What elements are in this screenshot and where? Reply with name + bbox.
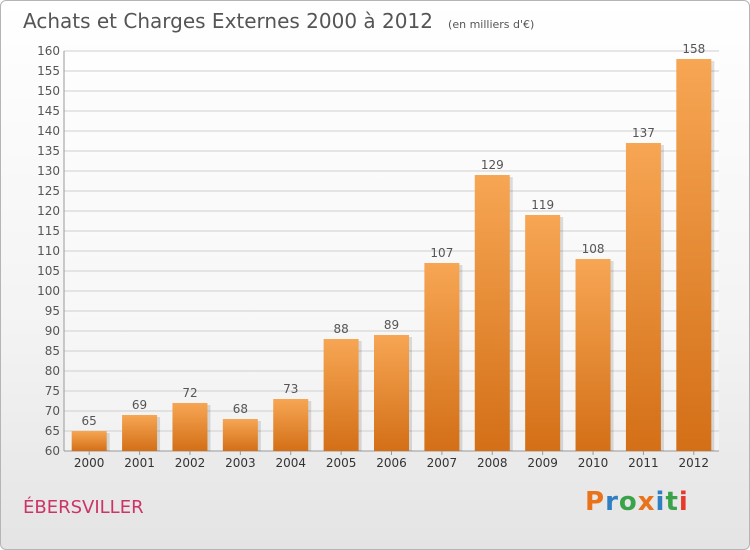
data-label: 72 bbox=[182, 386, 197, 400]
x-tick-label: 2005 bbox=[326, 456, 357, 470]
y-tick-label: 115 bbox=[37, 224, 60, 238]
y-tick-label: 85 bbox=[45, 344, 60, 358]
place-name: ÉBERSVILLER bbox=[23, 497, 144, 518]
y-tick-label: 130 bbox=[37, 164, 60, 178]
bar bbox=[424, 263, 460, 451]
y-tick-label: 60 bbox=[45, 444, 60, 458]
data-label: 108 bbox=[582, 242, 605, 256]
bar bbox=[172, 403, 208, 451]
bar bbox=[676, 59, 712, 451]
bar bbox=[575, 259, 611, 451]
data-label: 119 bbox=[531, 198, 554, 212]
data-label: 129 bbox=[481, 158, 504, 172]
x-tick-label: 2000 bbox=[74, 456, 105, 470]
y-tick-label: 145 bbox=[37, 104, 60, 118]
y-tick-label: 110 bbox=[37, 244, 60, 258]
bar bbox=[273, 399, 309, 451]
y-tick-label: 155 bbox=[37, 64, 60, 78]
data-label: 65 bbox=[82, 414, 97, 428]
y-tick-label: 65 bbox=[45, 424, 60, 438]
y-tick-label: 160 bbox=[37, 44, 60, 58]
data-label: 88 bbox=[333, 322, 348, 336]
x-tick-label: 2004 bbox=[275, 456, 306, 470]
data-label: 73 bbox=[283, 382, 298, 396]
x-tick-label: 2010 bbox=[578, 456, 609, 470]
x-tick-label: 2007 bbox=[427, 456, 458, 470]
bar bbox=[374, 335, 409, 451]
data-label: 69 bbox=[132, 398, 147, 412]
chart-title: Achats et Charges Externes 2000 à 2012 bbox=[23, 9, 433, 33]
y-tick-label: 135 bbox=[37, 144, 60, 158]
data-label: 68 bbox=[233, 402, 248, 416]
x-tick-label: 2012 bbox=[679, 456, 710, 470]
bar bbox=[525, 215, 561, 451]
y-tick-label: 90 bbox=[45, 324, 60, 338]
data-label: 89 bbox=[384, 318, 399, 332]
y-tick-label: 105 bbox=[37, 264, 60, 278]
title-row: Achats et Charges Externes 2000 à 2012 (… bbox=[23, 9, 534, 33]
x-tick-label: 2003 bbox=[225, 456, 256, 470]
bar bbox=[222, 419, 258, 451]
y-tick-label: 70 bbox=[45, 404, 60, 418]
y-tick-label: 80 bbox=[45, 364, 60, 378]
bar bbox=[625, 143, 661, 451]
y-tick-label: 100 bbox=[37, 284, 60, 298]
y-tick-label: 125 bbox=[37, 184, 60, 198]
proxiti-logo: Proxiti bbox=[585, 487, 689, 517]
y-tick-label: 95 bbox=[45, 304, 60, 318]
data-label: 107 bbox=[430, 246, 453, 260]
x-tick-label: 2011 bbox=[628, 456, 659, 470]
x-tick-label: 2008 bbox=[477, 456, 508, 470]
bar bbox=[323, 339, 359, 451]
chart-unit: (en milliers d'€) bbox=[448, 18, 535, 31]
y-tick-label: 150 bbox=[37, 84, 60, 98]
bar bbox=[474, 175, 510, 451]
x-tick-label: 2006 bbox=[376, 456, 407, 470]
data-label: 158 bbox=[682, 42, 705, 56]
y-tick-label: 75 bbox=[45, 384, 60, 398]
bar bbox=[122, 415, 158, 451]
x-tick-label: 2009 bbox=[527, 456, 558, 470]
y-tick-label: 120 bbox=[37, 204, 60, 218]
y-tick-label: 140 bbox=[37, 124, 60, 138]
x-tick-label: 2002 bbox=[175, 456, 206, 470]
x-tick-label: 2001 bbox=[124, 456, 155, 470]
data-label: 137 bbox=[632, 126, 655, 140]
bar bbox=[71, 431, 107, 451]
